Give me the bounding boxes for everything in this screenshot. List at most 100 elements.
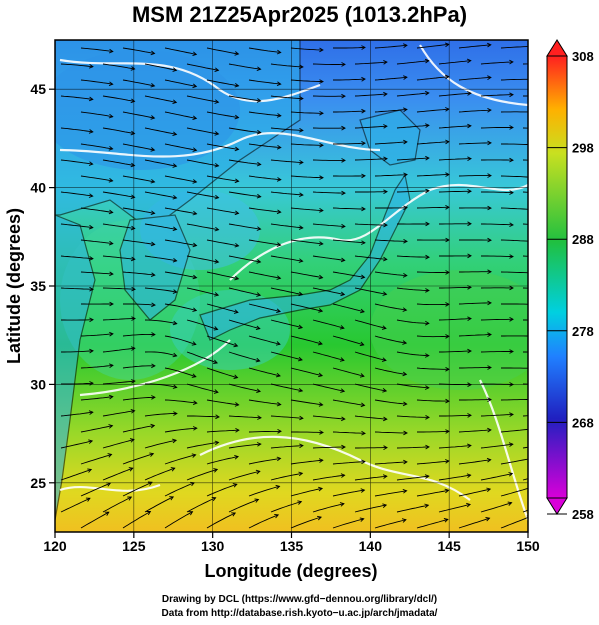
- streamline: [80, 511, 110, 529]
- streamline: [480, 351, 513, 353]
- streamline: [80, 271, 113, 275]
- streamline-arrowhead: [487, 397, 492, 402]
- streamline-arrowhead: [509, 190, 514, 195]
- streamline-arrowhead: [109, 331, 114, 337]
- streamline: [186, 63, 219, 71]
- streamline: [459, 367, 491, 369]
- streamline: [102, 287, 136, 290]
- streamline: [396, 92, 429, 97]
- streamline-arrowhead: [150, 241, 156, 247]
- streamline-arrowhead: [571, 209, 575, 213]
- streamline: [186, 468, 218, 481]
- streamline-arrowhead: [147, 481, 153, 486]
- streamline-arrowhead: [108, 48, 114, 54]
- streamline-arrowhead: [277, 429, 282, 434]
- streamline-arrowhead: [402, 488, 408, 494]
- streamline-arrowhead: [151, 395, 156, 400]
- streamline-arrowhead: [88, 410, 94, 415]
- streamline: [206, 79, 239, 87]
- streamline-arrowhead: [172, 226, 178, 232]
- streamline: [354, 255, 387, 260]
- streamline-arrowhead: [383, 256, 388, 262]
- streamline-arrowhead: [319, 143, 324, 148]
- streamline-arrowhead: [276, 113, 282, 118]
- colorbar-tick-label: 298: [572, 141, 594, 156]
- streamline-arrowhead: [214, 226, 220, 232]
- streamline: [80, 143, 113, 150]
- streamline: [354, 223, 387, 226]
- streamline-arrowhead: [109, 301, 114, 307]
- streamline: [102, 63, 135, 70]
- streamline-arrowhead: [214, 194, 220, 200]
- streamline-arrowhead: [130, 194, 136, 200]
- streamline: [354, 61, 387, 65]
- streamline-arrowhead: [467, 413, 472, 418]
- streamline-arrowhead: [274, 513, 280, 519]
- streamline: [80, 79, 113, 85]
- colorbar-tick-label: 278: [572, 324, 594, 339]
- colorbar-max-arrow: [546, 39, 568, 57]
- streamline-arrowhead: [425, 155, 430, 161]
- streamline: [270, 63, 303, 68]
- streamline: [60, 287, 94, 290]
- streamline-arrowhead: [424, 353, 430, 358]
- streamline-arrowhead: [402, 307, 408, 312]
- streamline: [206, 429, 239, 433]
- streamline-arrowhead: [509, 92, 514, 98]
- streamline: [374, 108, 407, 113]
- streamline-arrowhead: [340, 473, 346, 478]
- lat-lon-grid: [55, 40, 528, 532]
- streamline-arrowhead: [108, 394, 114, 400]
- streamline-arrowhead: [360, 402, 366, 408]
- streamline-arrowhead: [318, 402, 324, 407]
- streamline-arrowhead: [256, 388, 262, 394]
- streamline-arrowhead: [297, 356, 303, 362]
- streamline-arrowhead: [172, 163, 178, 168]
- streamline: [186, 255, 219, 263]
- streamline-arrowhead: [131, 286, 136, 292]
- streamline-arrowhead: [108, 81, 114, 87]
- streamline: [60, 159, 93, 165]
- streamline-arrowhead: [88, 161, 94, 166]
- streamline-arrowhead: [318, 486, 324, 492]
- streamline-arrowhead: [172, 257, 178, 263]
- streamline: [396, 415, 430, 418]
- streamline: [144, 496, 174, 513]
- streamline-arrowhead: [192, 210, 198, 216]
- streamline: [480, 502, 512, 513]
- streamline-arrowhead: [486, 457, 492, 463]
- streamline-arrowhead: [467, 221, 472, 227]
- streamline-arrowhead: [88, 96, 94, 102]
- streamline: [60, 497, 91, 513]
- streamline-arrowhead: [299, 415, 304, 421]
- streamline-arrowhead: [402, 401, 408, 407]
- streamline: [144, 439, 177, 449]
- streamline-arrowhead: [467, 348, 472, 354]
- streamline-arrowhead: [467, 156, 472, 161]
- streamline: [102, 127, 135, 135]
- streamline: [290, 207, 323, 212]
- streamline-arrowhead: [149, 452, 155, 457]
- streamline-arrowhead: [213, 326, 219, 331]
- streamline: [290, 516, 322, 529]
- streamline-arrowhead: [104, 511, 110, 516]
- streamline: [122, 239, 155, 245]
- streamline: [481, 191, 514, 194]
- streamline: [439, 350, 472, 353]
- streamline: [458, 76, 491, 81]
- streamline: [102, 410, 135, 417]
- streamline-arrowhead: [192, 400, 198, 406]
- streamline-arrowhead: [192, 115, 198, 121]
- streamline-arrowhead: [88, 193, 94, 198]
- streamline-arrowhead: [424, 474, 430, 479]
- streamline-arrowhead: [319, 79, 324, 84]
- streamline: [416, 76, 449, 81]
- streamline-arrowhead: [172, 320, 178, 326]
- streamline-arrowhead: [255, 357, 261, 363]
- streamline-arrowhead: [509, 125, 514, 130]
- streamline-arrowhead: [319, 430, 324, 435]
- streamline: [228, 415, 262, 419]
- streamline: [332, 461, 365, 465]
- streamline-arrowhead: [299, 128, 304, 133]
- streamline-arrowhead: [466, 502, 472, 508]
